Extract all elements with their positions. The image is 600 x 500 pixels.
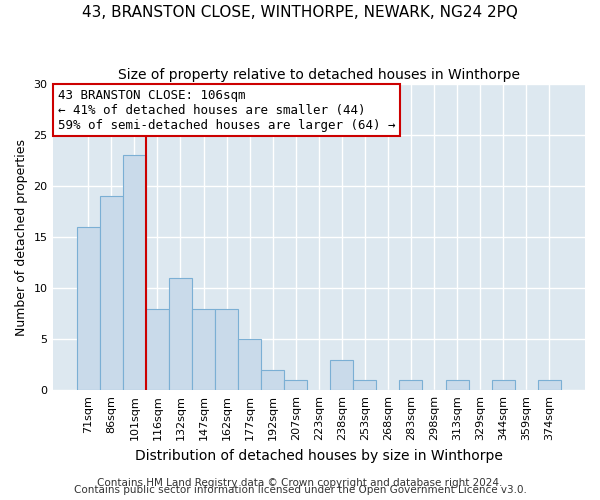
Bar bbox=[491, 380, 515, 390]
Bar bbox=[192, 308, 215, 390]
Bar bbox=[446, 380, 469, 390]
Bar bbox=[77, 227, 100, 390]
Text: Contains HM Land Registry data © Crown copyright and database right 2024.: Contains HM Land Registry data © Crown c… bbox=[97, 478, 503, 488]
Bar bbox=[169, 278, 192, 390]
Bar bbox=[238, 339, 261, 390]
Bar bbox=[146, 308, 169, 390]
Bar bbox=[353, 380, 376, 390]
Text: 43, BRANSTON CLOSE, WINTHORPE, NEWARK, NG24 2PQ: 43, BRANSTON CLOSE, WINTHORPE, NEWARK, N… bbox=[82, 5, 518, 20]
Bar bbox=[261, 370, 284, 390]
Bar bbox=[400, 380, 422, 390]
Title: Size of property relative to detached houses in Winthorpe: Size of property relative to detached ho… bbox=[118, 68, 520, 82]
Bar bbox=[100, 196, 123, 390]
Bar bbox=[330, 360, 353, 390]
Y-axis label: Number of detached properties: Number of detached properties bbox=[15, 138, 28, 336]
X-axis label: Distribution of detached houses by size in Winthorpe: Distribution of detached houses by size … bbox=[135, 448, 503, 462]
Bar bbox=[538, 380, 561, 390]
Bar bbox=[215, 308, 238, 390]
Bar bbox=[284, 380, 307, 390]
Bar bbox=[123, 156, 146, 390]
Text: Contains public sector information licensed under the Open Government Licence v3: Contains public sector information licen… bbox=[74, 485, 526, 495]
Text: 43 BRANSTON CLOSE: 106sqm
← 41% of detached houses are smaller (44)
59% of semi-: 43 BRANSTON CLOSE: 106sqm ← 41% of detac… bbox=[58, 88, 395, 132]
